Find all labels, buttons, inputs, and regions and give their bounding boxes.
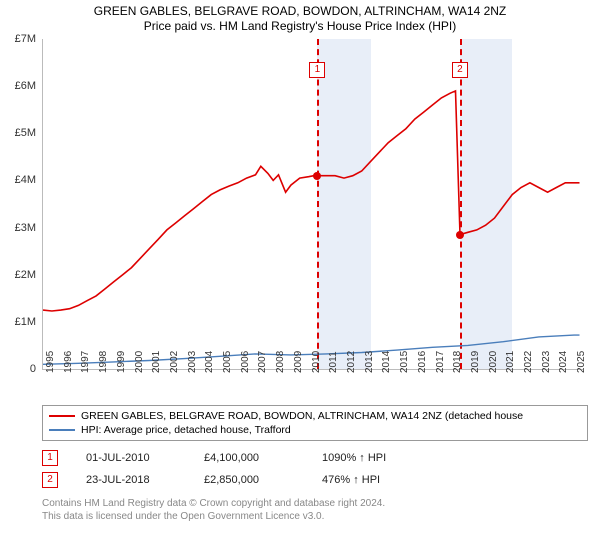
x-tick-label: 2018 bbox=[452, 351, 463, 373]
chart: 12 0£1M£2M£3M£4M£5M£6M£7M 19951996199719… bbox=[42, 39, 582, 399]
x-tick-label: 2021 bbox=[505, 351, 516, 373]
x-tick-label: 1999 bbox=[116, 351, 127, 373]
x-tick-label: 1995 bbox=[45, 351, 56, 373]
legend-swatch bbox=[49, 415, 75, 417]
legend-item: GREEN GABLES, BELGRAVE ROAD, BOWDON, ALT… bbox=[49, 409, 581, 423]
x-tick-label: 2019 bbox=[470, 351, 481, 373]
x-tick-label: 2017 bbox=[435, 351, 446, 373]
x-tick-label: 2012 bbox=[346, 351, 357, 373]
y-tick-label: 0 bbox=[0, 363, 36, 375]
row-callout: 1 bbox=[42, 450, 58, 466]
row-date: 01-JUL-2010 bbox=[86, 452, 176, 464]
x-tick-label: 2023 bbox=[541, 351, 552, 373]
x-tick-label: 2003 bbox=[187, 351, 198, 373]
x-tick-label: 2010 bbox=[311, 351, 322, 373]
x-tick-label: 1998 bbox=[98, 351, 109, 373]
row-price: £4,100,000 bbox=[204, 452, 294, 464]
x-tick-label: 1996 bbox=[63, 351, 74, 373]
x-tick-label: 2006 bbox=[240, 351, 251, 373]
legend-item: HPI: Average price, detached house, Traf… bbox=[49, 423, 581, 437]
y-tick-label: £1M bbox=[0, 316, 36, 328]
transaction-row: 2 23-JUL-2018 £2,850,000 476% ↑ HPI bbox=[42, 469, 588, 491]
x-tick-label: 2014 bbox=[381, 351, 392, 373]
transaction-rows: 1 01-JUL-2010 £4,100,000 1090% ↑ HPI 2 23-JUL… bbox=[42, 447, 588, 491]
legend-swatch bbox=[49, 429, 75, 431]
legend: GREEN GABLES, BELGRAVE ROAD, BOWDON, ALT… bbox=[42, 405, 588, 441]
y-tick-label: £2M bbox=[0, 269, 36, 281]
x-tick-label: 2005 bbox=[222, 351, 233, 373]
legend-label: HPI: Average price, detached house, Traf… bbox=[81, 424, 291, 436]
y-tick-label: £6M bbox=[0, 80, 36, 92]
x-tick-label: 2022 bbox=[523, 351, 534, 373]
x-tick-label: 2000 bbox=[134, 351, 145, 373]
x-tick-label: 1997 bbox=[80, 351, 91, 373]
row-delta: 1090% ↑ HPI bbox=[322, 452, 412, 464]
row-date: 23-JUL-2018 bbox=[86, 474, 176, 486]
x-tick-label: 2020 bbox=[488, 351, 499, 373]
y-tick-label: £7M bbox=[0, 33, 36, 45]
row-price: £2,850,000 bbox=[204, 474, 294, 486]
price-marker bbox=[313, 172, 321, 180]
y-tick-label: £5M bbox=[0, 127, 36, 139]
x-tick-label: 2007 bbox=[257, 351, 268, 373]
x-tick-label: 2008 bbox=[275, 351, 286, 373]
y-tick-label: £4M bbox=[0, 174, 36, 186]
x-tick-label: 2011 bbox=[328, 351, 339, 373]
row-delta: 476% ↑ HPI bbox=[322, 474, 412, 486]
x-tick-label: 2024 bbox=[558, 351, 569, 373]
legend-label: GREEN GABLES, BELGRAVE ROAD, BOWDON, ALT… bbox=[81, 410, 523, 422]
footer-line-1: Contains HM Land Registry data © Crown c… bbox=[42, 497, 588, 510]
callout-1: 1 bbox=[309, 62, 325, 78]
plot-area: 12 bbox=[42, 39, 583, 370]
footer-attribution: Contains HM Land Registry data © Crown c… bbox=[42, 497, 588, 523]
x-tick-label: 2015 bbox=[399, 351, 410, 373]
x-tick-label: 2004 bbox=[204, 351, 215, 373]
footer-line-2: This data is licensed under the Open Gov… bbox=[42, 510, 588, 523]
transaction-row: 1 01-JUL-2010 £4,100,000 1090% ↑ HPI bbox=[42, 447, 588, 469]
x-tick-label: 2001 bbox=[151, 351, 162, 373]
series-subject bbox=[43, 91, 580, 311]
x-tick-label: 2016 bbox=[417, 351, 428, 373]
x-tick-label: 2002 bbox=[169, 351, 180, 373]
callout-2: 2 bbox=[452, 62, 468, 78]
title-line-2: Price paid vs. HM Land Registry's House … bbox=[0, 19, 600, 33]
x-tick-label: 2025 bbox=[576, 351, 587, 373]
x-tick-label: 2009 bbox=[293, 351, 304, 373]
y-tick-label: £3M bbox=[0, 222, 36, 234]
title-line-1: GREEN GABLES, BELGRAVE ROAD, BOWDON, ALT… bbox=[0, 4, 600, 18]
line-series bbox=[43, 39, 583, 369]
price-marker bbox=[456, 231, 464, 239]
row-callout: 2 bbox=[42, 472, 58, 488]
x-tick-label: 2013 bbox=[364, 351, 375, 373]
